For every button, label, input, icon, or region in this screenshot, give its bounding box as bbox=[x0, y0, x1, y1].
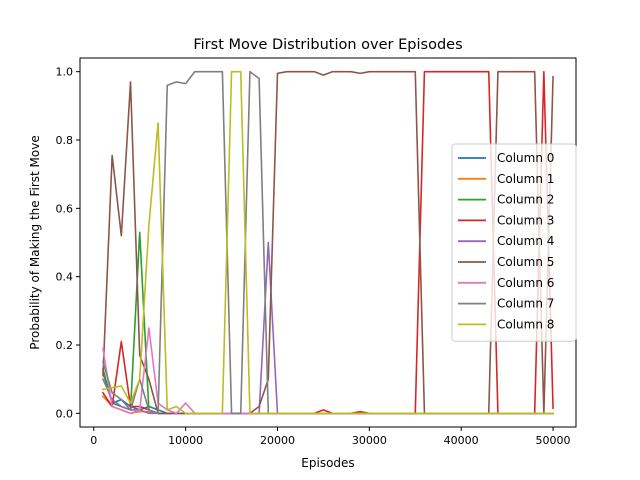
legend-label: Column 6 bbox=[497, 276, 554, 290]
legend-box bbox=[451, 143, 577, 342]
legend-label: Column 2 bbox=[497, 193, 554, 207]
x-tick-label: 10000 bbox=[168, 434, 203, 447]
legend: Column 0 Column 1 Column 2 Column 3 Column 4… bbox=[451, 143, 577, 342]
y-tick-label: 0.0 bbox=[56, 407, 74, 420]
series-line-column-8 bbox=[102, 70, 554, 415]
plot-area bbox=[101, 70, 554, 415]
y-tick-label: 0.8 bbox=[56, 134, 74, 147]
legend-label: Column 4 bbox=[497, 234, 554, 248]
y-tick-label: 0.4 bbox=[56, 271, 74, 284]
y-tick-label: 1.0 bbox=[56, 66, 74, 79]
x-tick-label: 20000 bbox=[260, 434, 295, 447]
y-axis-ticks: 0.0 0.2 0.4 0.6 0.8 1.0 bbox=[56, 66, 80, 420]
x-tick-label: 50000 bbox=[536, 434, 571, 447]
legend-label: Column 0 bbox=[497, 151, 554, 165]
x-tick-label: 40000 bbox=[444, 434, 479, 447]
legend-label: Column 8 bbox=[497, 317, 554, 331]
legend-label: Column 5 bbox=[497, 255, 554, 269]
legend-label: Column 3 bbox=[497, 213, 554, 227]
y-axis-label: Probability of Making the First Move bbox=[28, 135, 42, 349]
legend-label: Column 7 bbox=[497, 297, 554, 311]
x-tick-label: 30000 bbox=[352, 434, 387, 447]
chart-title: First Move Distribution over Episodes bbox=[193, 37, 462, 53]
x-tick-label: 0 bbox=[90, 434, 97, 447]
x-axis-label: Episodes bbox=[301, 456, 354, 470]
legend-label: Column 1 bbox=[497, 172, 554, 186]
x-axis-ticks: 0 10000 20000 30000 40000 50000 bbox=[90, 427, 571, 447]
series-lines bbox=[101, 70, 554, 415]
y-tick-label: 0.6 bbox=[56, 202, 74, 215]
y-tick-label: 0.2 bbox=[56, 339, 74, 352]
